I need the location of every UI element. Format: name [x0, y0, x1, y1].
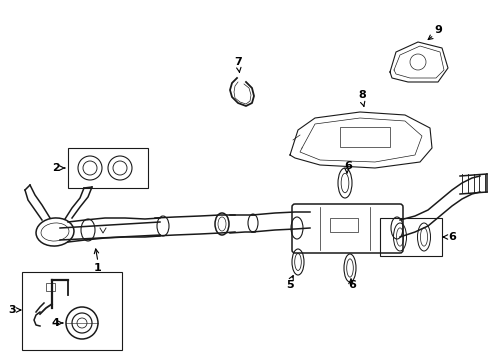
- Text: 9: 9: [433, 25, 441, 35]
- Text: 6: 6: [344, 161, 351, 171]
- Bar: [22, 272, 122, 350]
- Text: 7: 7: [234, 57, 242, 67]
- Bar: [339, 127, 389, 147]
- Text: 2: 2: [52, 163, 60, 173]
- Bar: [329, 218, 357, 232]
- Bar: [379, 218, 441, 256]
- Bar: [46, 283, 55, 291]
- Bar: [68, 148, 148, 188]
- Text: 8: 8: [357, 90, 365, 100]
- Text: 6: 6: [447, 232, 455, 242]
- Text: 5: 5: [285, 280, 293, 290]
- Text: 1: 1: [94, 263, 102, 273]
- Text: 3: 3: [8, 305, 16, 315]
- Text: 6: 6: [347, 280, 355, 290]
- Text: 4: 4: [51, 318, 59, 328]
